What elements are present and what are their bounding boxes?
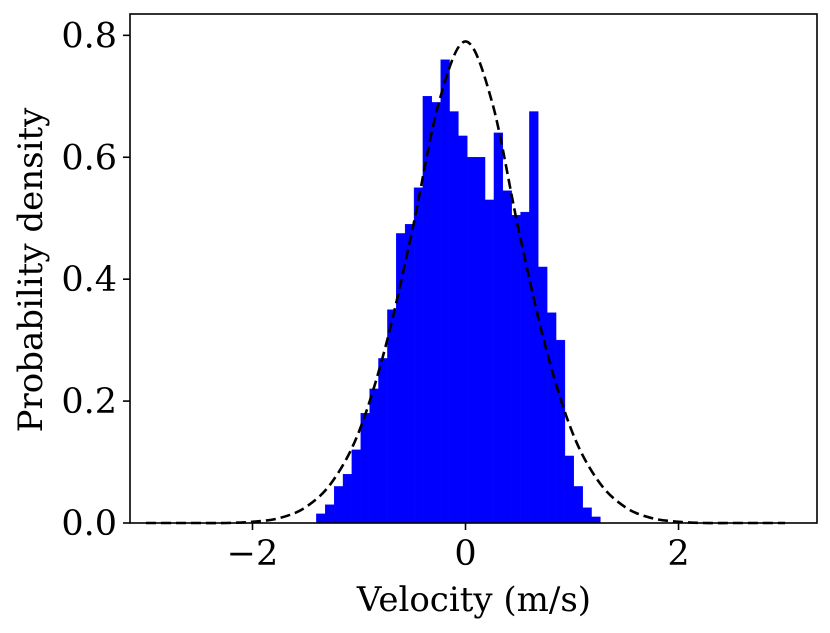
histogram-bar bbox=[475, 157, 486, 524]
histogram-bar bbox=[591, 516, 601, 524]
y-tick-label: 0.0 bbox=[61, 504, 117, 544]
histogram-bar bbox=[325, 504, 335, 524]
histogram-bar bbox=[484, 199, 495, 524]
histogram-bar bbox=[396, 233, 406, 524]
histogram-bars bbox=[316, 59, 601, 524]
histogram-bar bbox=[431, 102, 441, 524]
histogram-bar bbox=[564, 455, 574, 524]
y-tick-label: 0.2 bbox=[61, 382, 117, 422]
histogram-bar bbox=[493, 132, 504, 524]
histogram-bar bbox=[582, 507, 592, 524]
histogram-bar bbox=[555, 339, 566, 524]
histogram-bar bbox=[369, 388, 379, 524]
histogram-bar bbox=[458, 135, 468, 524]
histogram-bar bbox=[413, 187, 424, 524]
plot-frame bbox=[129, 13, 818, 524]
x-axis-label: Velocity (m/s) bbox=[356, 580, 591, 620]
histogram-bar bbox=[422, 96, 432, 524]
histogram-bar bbox=[538, 266, 548, 524]
y-tick-label: 0.6 bbox=[61, 138, 117, 178]
histogram-bar bbox=[511, 214, 521, 524]
y-axis-label: Probability density bbox=[11, 107, 51, 432]
histogram-bar bbox=[404, 224, 415, 524]
histogram-bar bbox=[547, 312, 557, 524]
y-axis-ticks: 0.0 0.2 0.4 0.6 0.8 bbox=[61, 16, 130, 544]
histogram-bar bbox=[333, 486, 344, 524]
x-axis-ticks: −2 0 2 bbox=[227, 523, 690, 574]
y-tick-label: 0.8 bbox=[61, 16, 117, 56]
histogram-bar bbox=[360, 413, 370, 524]
x-tick-label: 0 bbox=[454, 534, 476, 574]
histogram-bar bbox=[502, 190, 512, 524]
histogram-bar bbox=[467, 157, 477, 524]
histogram-bar bbox=[316, 513, 326, 524]
x-tick-label: 2 bbox=[667, 534, 689, 574]
x-tick-label: −2 bbox=[227, 534, 279, 574]
histogram-bar bbox=[351, 449, 361, 524]
y-tick-label: 0.4 bbox=[61, 260, 117, 300]
histogram-bar bbox=[449, 111, 459, 524]
histogram-bar bbox=[378, 358, 388, 524]
histogram-bar bbox=[573, 486, 583, 524]
histogram-bar bbox=[387, 309, 397, 524]
histogram-bar bbox=[342, 474, 353, 524]
histogram-bar bbox=[440, 59, 450, 524]
density-curve bbox=[145, 40, 786, 525]
